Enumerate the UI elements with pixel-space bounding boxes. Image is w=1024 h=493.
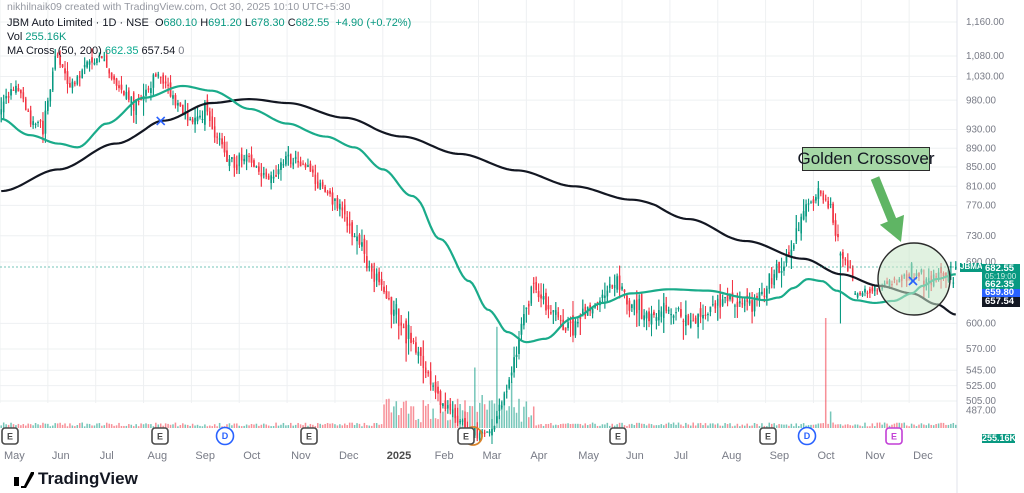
svg-text:Mar: Mar — [483, 450, 502, 462]
svg-text:730.00: 730.00 — [966, 231, 997, 242]
svg-text:545.00: 545.00 — [966, 365, 997, 376]
svg-text:Oct: Oct — [243, 450, 260, 462]
svg-text:810.00: 810.00 — [966, 182, 997, 193]
svg-text:Jul: Jul — [100, 450, 114, 462]
svg-text:Feb: Feb — [435, 450, 454, 462]
svg-text:890.00: 890.00 — [966, 144, 997, 155]
svg-text:Nov: Nov — [865, 450, 885, 462]
svg-text:D: D — [222, 431, 229, 441]
svg-text:Sep: Sep — [195, 450, 215, 462]
svg-text:Jul: Jul — [674, 450, 688, 462]
svg-text:E: E — [891, 431, 897, 441]
svg-text:E: E — [157, 431, 163, 441]
svg-text:770.00: 770.00 — [966, 201, 997, 212]
svg-text:E: E — [306, 431, 312, 441]
svg-text:Sep: Sep — [770, 450, 790, 462]
svg-text:May: May — [578, 450, 599, 462]
svg-text:Nov: Nov — [291, 450, 311, 462]
svg-text:D: D — [804, 431, 811, 441]
svg-text:E: E — [463, 431, 469, 441]
svg-text:600.00: 600.00 — [966, 319, 997, 330]
svg-text:930.00: 930.00 — [966, 125, 997, 136]
svg-text:980.00: 980.00 — [966, 95, 997, 106]
svg-text:570.00: 570.00 — [966, 344, 997, 355]
svg-text:May: May — [4, 450, 25, 462]
svg-text:Jun: Jun — [52, 450, 70, 462]
svg-text:Dec: Dec — [913, 450, 933, 462]
svg-text:1,160.00: 1,160.00 — [966, 17, 1005, 28]
svg-text:Aug: Aug — [148, 450, 168, 462]
svg-text:1,030.00: 1,030.00 — [966, 72, 1005, 83]
svg-text:1,080.00: 1,080.00 — [966, 51, 1005, 62]
svg-text:Dec: Dec — [339, 450, 359, 462]
svg-text:850.00: 850.00 — [966, 162, 997, 173]
svg-text:Oct: Oct — [817, 450, 834, 462]
svg-text:487.00: 487.00 — [966, 406, 997, 417]
svg-text:E: E — [615, 431, 621, 441]
svg-text:Aug: Aug — [722, 450, 742, 462]
svg-text:E: E — [7, 431, 13, 441]
svg-text:2025: 2025 — [387, 450, 411, 462]
svg-text:E: E — [765, 431, 771, 441]
svg-text:525.00: 525.00 — [966, 381, 997, 392]
svg-text:Apr: Apr — [530, 450, 547, 462]
svg-text:Jun: Jun — [626, 450, 644, 462]
